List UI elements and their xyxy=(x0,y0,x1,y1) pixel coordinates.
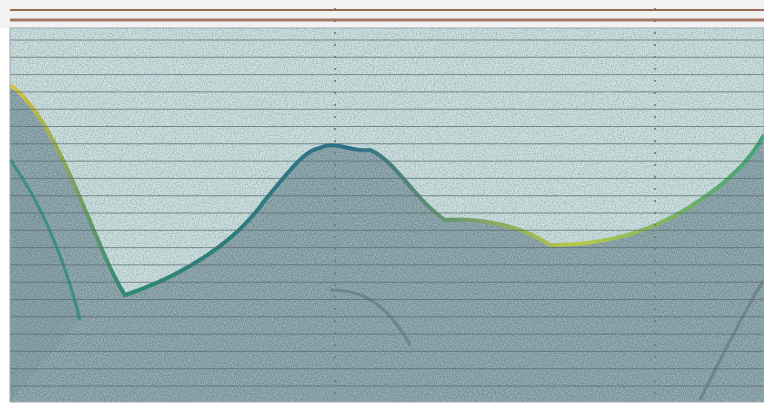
page: (() => { const svg = document.getElement… xyxy=(0,0,764,407)
echogram-screenshot xyxy=(0,0,764,407)
header-strip xyxy=(0,0,764,28)
